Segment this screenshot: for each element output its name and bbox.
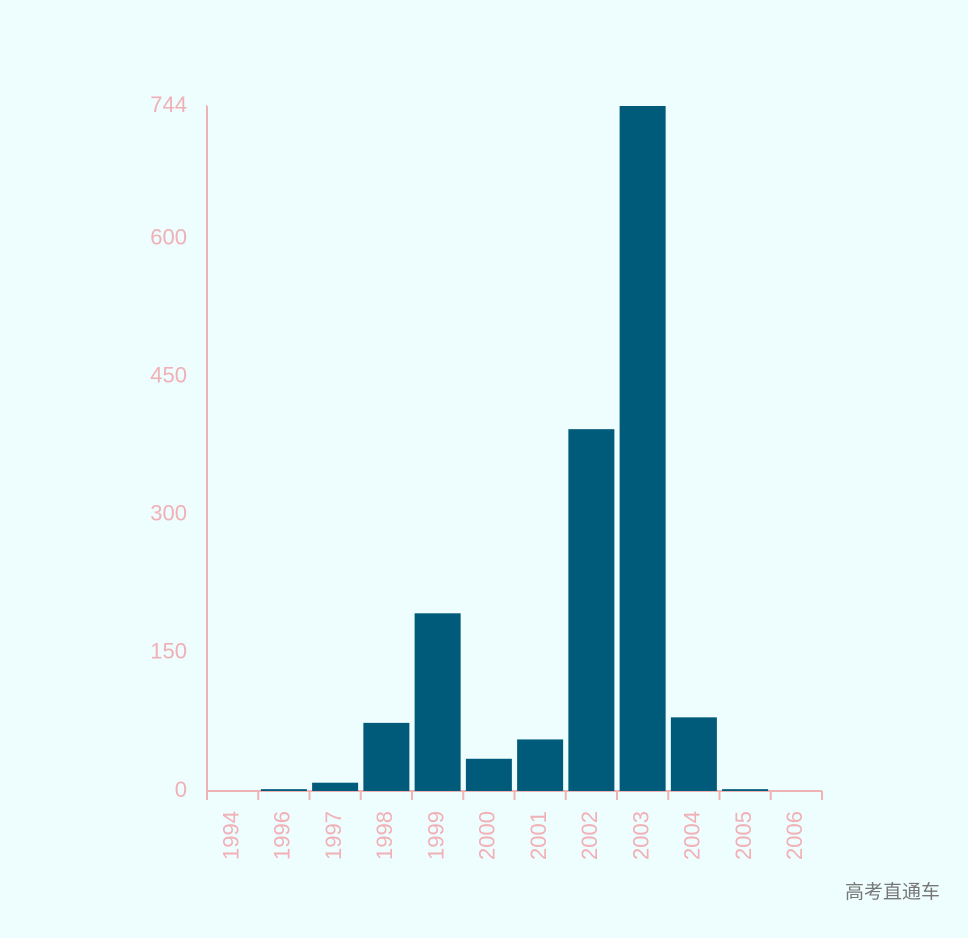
bar: [517, 739, 564, 791]
y-tick-label: 300: [150, 501, 187, 526]
bar: [260, 789, 307, 791]
y-tick-label: 450: [150, 362, 187, 387]
bar: [722, 789, 769, 791]
bar: [619, 106, 666, 791]
x-tick-label: 2005: [731, 811, 756, 860]
y-tick-label: 0: [175, 777, 187, 802]
bar: [568, 429, 615, 791]
x-tick-label: 2003: [628, 811, 653, 860]
bar: [414, 613, 461, 791]
x-tick-label: 1998: [372, 811, 397, 860]
x-tick-label: 2004: [680, 811, 705, 860]
bar: [670, 717, 717, 791]
x-tick-label: 2000: [475, 811, 500, 860]
y-tick-label: 744: [150, 92, 187, 117]
y-tick-label: 150: [150, 639, 187, 664]
bar: [363, 722, 410, 791]
x-tick-label: 2002: [577, 811, 602, 860]
x-tick-label: 1999: [423, 811, 448, 860]
x-tick-label: 1996: [270, 811, 295, 860]
y-tick-label: 600: [150, 224, 187, 249]
x-tick-label: 1997: [321, 811, 346, 860]
bar: [312, 782, 359, 791]
x-tick-label: 2001: [526, 811, 551, 860]
watermark: 高考直通车: [845, 881, 940, 903]
x-tick-label: 2006: [782, 811, 807, 860]
x-tick-label: 1994: [218, 811, 243, 860]
bar: [465, 758, 512, 791]
